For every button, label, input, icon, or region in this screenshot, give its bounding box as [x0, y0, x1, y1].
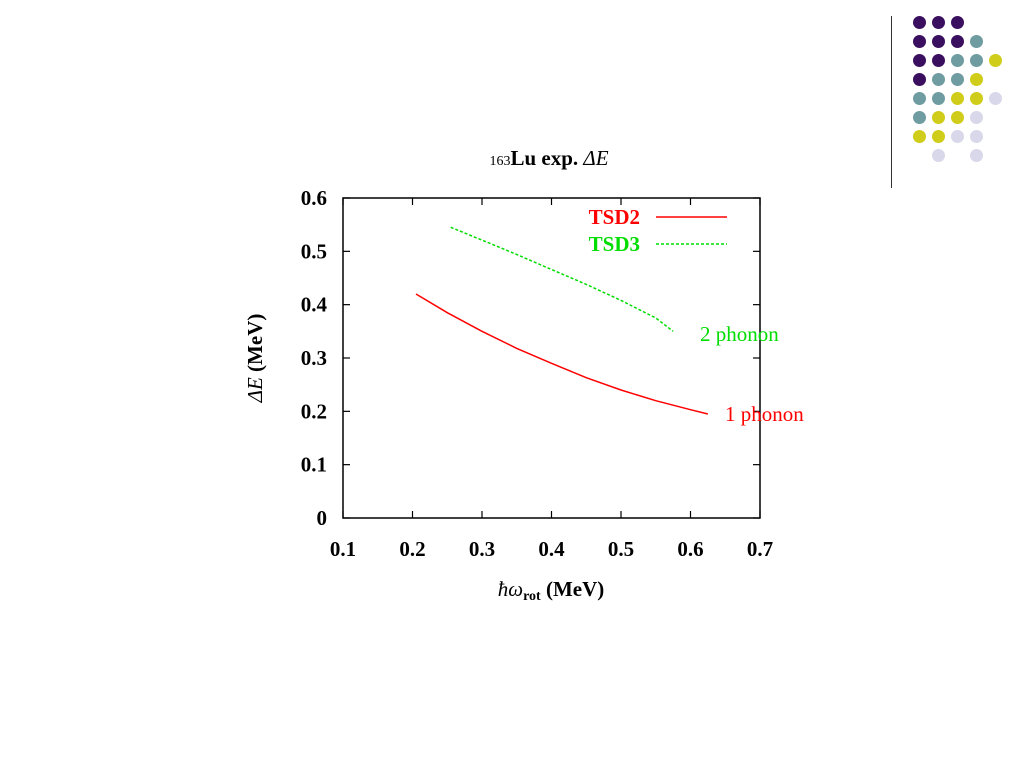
decorative-dot: [932, 111, 945, 124]
decorative-dot: [932, 35, 945, 48]
xlabel-unit: (MeV): [541, 577, 605, 601]
y-axis: 0 0.1 0.2 0.3 0.4 0.5 0.6: [301, 186, 760, 530]
y-tick-label: 0.4: [301, 293, 328, 317]
chart-title: 163Lu exp. ΔE: [489, 146, 608, 170]
decorative-dot: [913, 35, 926, 48]
decorative-dot: [951, 35, 964, 48]
decorative-dot: [970, 111, 983, 124]
x-axis: 0.1 0.2 0.3 0.4 0.5 0.6 0.7: [330, 198, 773, 561]
xlabel-hbar: ħ: [498, 577, 509, 601]
x-tick-label: 0.5: [608, 537, 634, 561]
ylabel-unit: (MeV): [243, 314, 267, 378]
legend-label-tsd2: TSD2: [589, 205, 640, 229]
y-tick-label: 0.3: [301, 346, 327, 370]
decorative-dot: [913, 73, 926, 86]
annotation-tsd2: 1 phonon: [725, 402, 804, 426]
xlabel-subscript: rot: [523, 589, 541, 604]
title-superscript: 163: [489, 154, 510, 169]
plot-frame: [342, 197, 761, 519]
x-tick-label: 0.2: [399, 537, 425, 561]
decorative-dot: [932, 16, 945, 29]
decorative-dot: [913, 92, 926, 105]
decorative-dot: [913, 111, 926, 124]
decorative-dot: [951, 54, 964, 67]
series-line-tsd3: [450, 226, 674, 332]
decorative-dot: [913, 16, 926, 29]
decorative-dot: [951, 111, 964, 124]
x-tick-label: 0.6: [677, 537, 703, 561]
x-axis-label: ħωrot (MeV): [498, 577, 605, 604]
decorative-dot: [970, 130, 983, 143]
x-tick-label: 0.3: [469, 537, 495, 561]
series-lines: [415, 226, 709, 415]
decorative-dot: [951, 16, 964, 29]
decorative-dot: [970, 54, 983, 67]
y-tick-label: 0.1: [301, 453, 327, 477]
annotation-tsd3: 2 phonon: [700, 322, 779, 346]
decorative-dot: [970, 149, 983, 162]
legend: TSD2 TSD3: [589, 205, 727, 256]
y-tick-label: 0: [317, 506, 328, 530]
x-tick-label: 0.4: [538, 537, 565, 561]
y-tick-label: 0.5: [301, 239, 327, 263]
decorative-dot: [951, 92, 964, 105]
decorative-dot: [951, 73, 964, 86]
decorative-dot: [913, 130, 926, 143]
y-tick-label: 0.2: [301, 399, 327, 423]
decorative-dot: [970, 35, 983, 48]
annotations: 1 phonon 2 phonon: [700, 322, 804, 426]
title-symbol: ΔE: [582, 146, 608, 170]
decorative-dot: [989, 54, 1002, 67]
legend-label-tsd3: TSD3: [589, 232, 640, 256]
x-tick-label: 0.7: [747, 537, 773, 561]
decorative-dot: [970, 92, 983, 105]
decorative-dot: [932, 149, 945, 162]
ylabel-symbol: ΔE: [243, 377, 267, 403]
decorative-dot: [951, 130, 964, 143]
title-main: Lu exp.: [510, 146, 583, 170]
decorative-dot: [989, 92, 1002, 105]
decorative-dot: [932, 130, 945, 143]
decorative-dot: [932, 73, 945, 86]
x-tick-label: 0.1: [330, 537, 356, 561]
series-line-tsd2: [415, 293, 709, 415]
y-axis-label: ΔE (MeV): [243, 314, 267, 404]
decorative-vertical-line: [891, 16, 892, 188]
decorative-dot: [913, 54, 926, 67]
xlabel-omega: ω: [508, 577, 523, 601]
y-tick-label: 0.6: [301, 186, 327, 210]
decorative-dot: [932, 54, 945, 67]
decorative-dot: [970, 73, 983, 86]
decorative-dot: [932, 92, 945, 105]
